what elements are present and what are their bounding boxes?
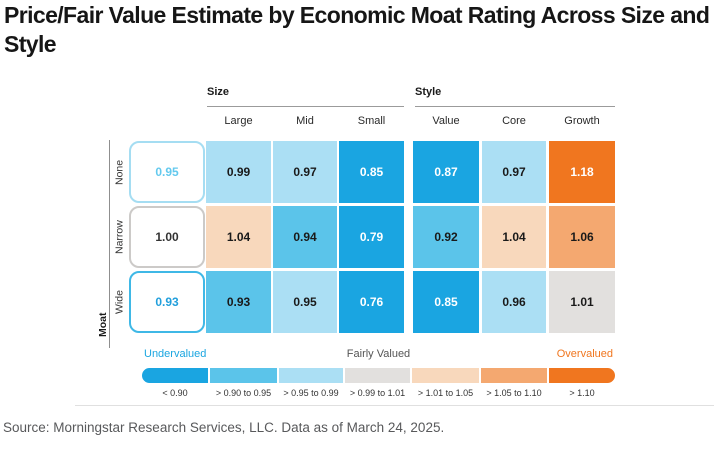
heatmap-cell-none-large: 0.99 [206,141,271,203]
style-group-label: Style [415,86,442,98]
column-header-value: Value [432,115,460,127]
legend-overvalued-label: Overvalued [556,348,613,360]
legend-undervalued-label: Undervalued [144,348,207,360]
moat-axis-label: Moat [97,312,109,338]
size-group-label: Size [207,86,230,98]
legend-swatch-101-105 [412,368,479,383]
heatmap-cell-none-small: 0.85 [339,141,404,203]
heatmap-cell-none-overall: 0.95 [129,141,205,203]
heatmap-cell-narrow-value: 0.92 [413,206,479,268]
heatmap-cell-none-growth: 1.18 [549,141,615,203]
size-group-rule [207,106,404,107]
heatmap-cell-wide-large: 0.93 [206,271,271,333]
heatmap-cell-wide-value: 0.85 [413,271,479,333]
legend-bin-label-7: > 1.10 [569,388,595,398]
heatmap-cell-narrow-core: 1.04 [482,206,546,268]
heatmap-cell-narrow-growth: 1.06 [549,206,615,268]
legend-swatch-099-101 [345,368,410,383]
legend-swatch-095-099 [279,368,343,383]
heatmap-cell-wide-core: 0.96 [482,271,546,333]
heatmap-cell-narrow-large: 1.04 [206,206,271,268]
legend-bin-label-3: > 0.95 to 0.99 [283,388,339,398]
heatmap-cell-narrow-mid: 0.94 [273,206,337,268]
legend-fairly-valued-label: Fairly Valued [346,348,411,360]
column-header-small: Small [357,115,386,127]
legend-swatch-105-110 [481,368,547,383]
heatmap-cell-none-core: 0.97 [482,141,546,203]
row-label-none: None [113,159,126,185]
column-header-mid: Mid [296,115,314,127]
legend-bin-label-1: < 0.90 [162,388,188,398]
page-title: Price/Fair Value Estimate by Economic Mo… [4,2,710,57]
legend-bin-label-5: > 1.01 to 1.05 [417,388,474,398]
moat-axis-line [109,140,110,348]
legend-swatch-lt-090 [142,368,208,383]
heatmap-cell-wide-small: 0.76 [339,271,404,333]
column-header-core: Core [502,115,526,127]
heatmap-cell-wide-mid: 0.95 [273,271,337,333]
style-group-rule [415,106,615,107]
legend-bin-label-6: > 1.05 to 1.10 [486,388,542,398]
legend-swatch-090-095 [210,368,277,383]
heatmap-cell-none-value: 0.87 [413,141,479,203]
row-label-narrow: Narrow [113,220,126,254]
legend-bin-label-2: > 0.90 to 0.95 [215,388,272,398]
row-label-wide: Wide [113,290,126,314]
column-header-growth: Growth [564,115,600,127]
heatmap-cell-none-mid: 0.97 [273,141,337,203]
column-header-large: Large [224,115,253,127]
chart-bottom-divider [75,405,714,406]
heatmap-cell-narrow-overall: 1.00 [129,206,205,268]
source-attribution: Source: Morningstar Research Services, L… [3,420,445,435]
heatmap-cell-narrow-small: 0.79 [339,206,404,268]
legend-bin-label-4: > 0.99 to 1.01 [349,388,406,398]
heatmap-cell-wide-growth: 1.01 [549,271,615,333]
heatmap-cell-wide-overall: 0.93 [129,271,205,333]
legend-swatch-gt-110 [549,368,615,383]
